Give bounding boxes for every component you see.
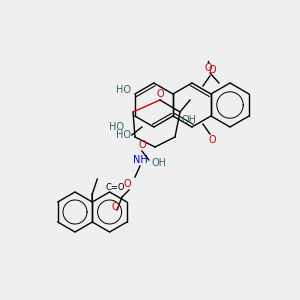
Text: C=O: C=O (105, 182, 125, 191)
Text: NH: NH (133, 155, 147, 165)
Text: OH: OH (152, 158, 166, 168)
Text: O: O (123, 179, 131, 189)
Text: HO: HO (116, 130, 131, 140)
Text: HO: HO (110, 122, 124, 132)
Text: O: O (111, 202, 119, 212)
Text: O: O (138, 140, 146, 150)
Text: OH: OH (182, 115, 196, 125)
Text: O: O (208, 65, 216, 75)
Text: O: O (156, 89, 164, 99)
Text: HO: HO (116, 85, 131, 95)
Text: O: O (204, 63, 212, 73)
Text: O: O (208, 135, 216, 145)
